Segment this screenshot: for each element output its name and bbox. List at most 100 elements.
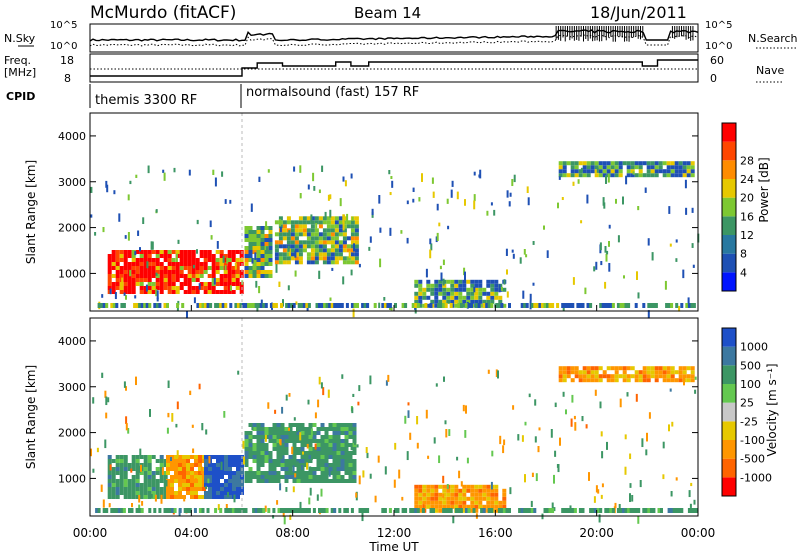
data-cell	[332, 423, 337, 427]
data-cell	[422, 291, 427, 296]
data-cell	[296, 435, 301, 439]
data-cell	[244, 435, 249, 439]
data-cell	[336, 459, 341, 463]
data-cell	[143, 258, 148, 262]
data-cell	[670, 169, 675, 174]
data-cell	[119, 270, 124, 274]
data-cell	[111, 250, 116, 254]
scatter-cell	[102, 499, 105, 508]
data-cell	[143, 455, 148, 459]
colorbar-segment	[722, 402, 736, 422]
data-cell	[318, 256, 323, 261]
data-cell	[328, 463, 333, 467]
ground-cell	[581, 508, 585, 513]
scatter-cell	[351, 407, 354, 414]
scatter-cell	[345, 440, 348, 446]
colorbar-tick-label: -100	[740, 434, 765, 447]
data-cell	[280, 427, 285, 431]
data-cell	[318, 236, 323, 241]
scatter-cell	[438, 455, 441, 464]
data-cell	[182, 495, 186, 499]
data-cell	[155, 278, 160, 282]
data-cell	[232, 463, 236, 467]
data-cell	[195, 274, 200, 278]
data-cell	[123, 471, 128, 475]
ground-cell	[530, 508, 534, 513]
data-cell	[354, 244, 359, 249]
data-cell	[582, 169, 587, 174]
scatter-cell	[101, 294, 104, 298]
ground-cell	[95, 508, 99, 513]
ground-cell	[416, 508, 420, 513]
ground-cell	[692, 303, 696, 308]
ground-cell	[432, 508, 435, 513]
data-cell	[187, 250, 192, 254]
data-cell	[284, 427, 289, 431]
data-cell	[239, 290, 244, 294]
colorbar-segment	[722, 272, 736, 291]
data-cell	[340, 459, 345, 463]
data-cell	[626, 374, 631, 379]
ground-cell	[449, 508, 453, 513]
cpid-segment-2: normalsound (fast) 157 RF	[246, 85, 419, 100]
data-cell	[260, 435, 265, 439]
scatter-cell	[92, 468, 95, 473]
data-cell	[107, 459, 112, 463]
scatter-cell	[464, 199, 466, 206]
data-cell	[494, 504, 499, 509]
ground-cell	[563, 508, 567, 513]
data-cell	[187, 290, 192, 294]
ground-cell	[647, 303, 651, 308]
ground-cell	[171, 508, 175, 513]
data-cell	[211, 286, 216, 290]
data-cell	[207, 258, 212, 262]
scatter-cell	[299, 193, 302, 199]
scatter-cell	[162, 169, 165, 173]
scatter-cell	[636, 271, 638, 280]
data-cell	[228, 487, 232, 491]
data-cell	[462, 508, 467, 513]
data-cell	[578, 370, 583, 375]
data-cell	[478, 504, 483, 509]
scatter-cell	[401, 496, 404, 501]
data-cell	[582, 161, 587, 166]
data-cell	[434, 303, 439, 308]
data-cell	[107, 471, 112, 475]
scatter-cell	[167, 380, 170, 389]
data-cell	[466, 295, 471, 300]
ground-cell	[297, 508, 301, 513]
scatter-cell	[414, 307, 417, 314]
data-cell	[248, 451, 253, 455]
scatter-cell	[599, 242, 602, 251]
freq-tick-bottom: 8	[64, 72, 71, 85]
scatter-cell	[289, 514, 292, 520]
data-cell	[634, 370, 639, 375]
data-cell	[322, 232, 327, 237]
scatter-cell	[641, 438, 644, 448]
data-cell	[494, 291, 499, 296]
data-cell	[212, 475, 216, 479]
scatter-cell	[314, 443, 317, 450]
scatter-cell	[309, 487, 312, 496]
data-cell	[278, 216, 283, 221]
scatter-cell	[369, 473, 372, 479]
scatter-cell	[267, 169, 270, 173]
data-cell	[143, 262, 148, 266]
data-cell	[194, 455, 198, 459]
scatter-cell	[214, 177, 217, 187]
x-tick-label: 04:00	[174, 526, 209, 540]
data-cell	[178, 479, 182, 483]
scatter-cell	[406, 200, 409, 205]
data-cell	[228, 475, 232, 479]
scatter-cell	[127, 428, 130, 434]
scatter-cell	[272, 515, 275, 519]
data-cell	[330, 228, 335, 233]
data-cell	[135, 467, 140, 471]
ground-cell	[437, 303, 441, 308]
data-cell	[502, 303, 507, 308]
data-cell	[107, 475, 112, 479]
ground-cell	[444, 508, 448, 513]
ground-cell	[183, 508, 187, 513]
data-cell	[248, 270, 253, 274]
scatter-cell	[295, 301, 298, 305]
